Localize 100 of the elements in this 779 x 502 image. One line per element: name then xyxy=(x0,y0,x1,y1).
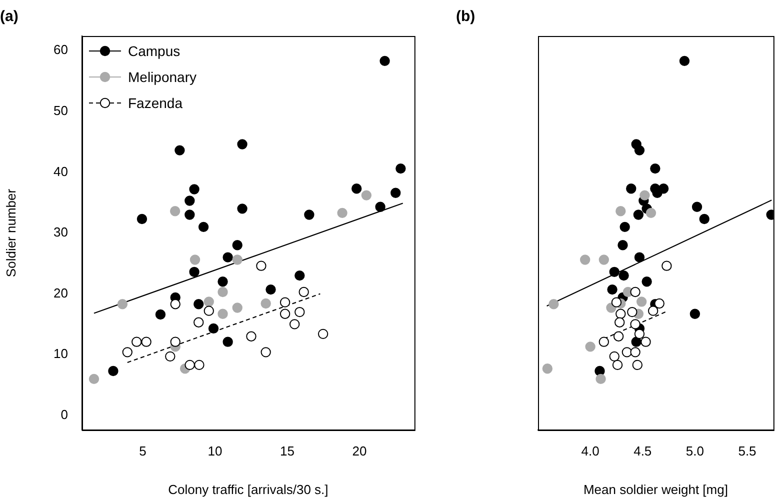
point xyxy=(174,145,185,156)
point xyxy=(108,366,118,376)
point xyxy=(218,308,228,319)
point xyxy=(237,204,248,214)
point xyxy=(280,308,290,319)
point xyxy=(237,139,248,150)
point xyxy=(232,240,242,250)
point xyxy=(634,145,645,156)
point xyxy=(218,276,228,287)
point xyxy=(155,309,166,320)
point xyxy=(609,266,620,278)
legend-label: Meliponary xyxy=(128,68,196,87)
x-tick-label: 10 xyxy=(208,443,222,458)
x-tick-label: 15 xyxy=(280,443,294,458)
point xyxy=(380,56,390,66)
point xyxy=(170,299,180,310)
point xyxy=(170,206,180,216)
y-tick-label: 50 xyxy=(54,102,68,118)
point xyxy=(618,270,629,281)
point xyxy=(222,252,233,262)
point xyxy=(189,184,200,194)
point xyxy=(654,298,664,309)
point xyxy=(232,302,242,313)
chart-title: (b) xyxy=(456,8,476,26)
point xyxy=(165,351,176,362)
point xyxy=(585,342,596,352)
point xyxy=(260,347,271,358)
x-tick-label: 5.5 xyxy=(738,443,756,458)
point xyxy=(190,254,200,265)
point xyxy=(184,210,195,220)
point xyxy=(548,299,559,310)
point xyxy=(598,254,610,265)
point xyxy=(294,270,305,281)
point xyxy=(189,266,200,278)
point xyxy=(662,260,672,271)
point xyxy=(256,260,266,271)
point xyxy=(218,286,228,298)
point xyxy=(609,351,620,362)
point xyxy=(204,296,214,307)
point xyxy=(679,56,690,66)
point xyxy=(361,190,372,200)
point xyxy=(375,202,386,212)
point xyxy=(204,306,214,316)
point xyxy=(648,306,658,316)
point xyxy=(260,298,271,309)
point xyxy=(699,214,710,224)
point xyxy=(132,336,142,347)
y-tick-label: 20 xyxy=(54,285,68,300)
point xyxy=(337,208,348,218)
point xyxy=(636,296,647,307)
x-tick-label: 5 xyxy=(139,443,146,458)
point xyxy=(630,319,640,330)
point xyxy=(184,360,195,370)
point xyxy=(640,190,650,200)
y-tick-label: 60 xyxy=(54,42,68,58)
point xyxy=(634,252,645,262)
point xyxy=(630,286,640,298)
point xyxy=(198,222,209,232)
point xyxy=(122,347,132,358)
legend-label: Fazenda xyxy=(128,94,182,113)
point xyxy=(692,202,702,212)
y-tick-label: 40 xyxy=(54,164,68,179)
y-axis-title: Soldier number xyxy=(3,188,18,278)
legend-label: Campus xyxy=(128,42,180,61)
point xyxy=(184,196,195,206)
point xyxy=(141,336,152,347)
point xyxy=(390,188,401,198)
x-tick-label: 5.0 xyxy=(686,443,704,458)
point xyxy=(646,208,656,218)
point xyxy=(632,360,642,370)
point xyxy=(616,206,626,216)
point xyxy=(640,336,651,347)
point xyxy=(650,163,660,174)
x-tick-label: 4.5 xyxy=(634,443,652,458)
y-tick-label: 30 xyxy=(54,224,68,240)
point xyxy=(626,184,636,194)
chart-title: (a) xyxy=(0,8,18,26)
point xyxy=(232,254,242,265)
point xyxy=(351,184,362,194)
point xyxy=(607,284,618,295)
point xyxy=(170,336,180,347)
point xyxy=(117,299,128,310)
point xyxy=(611,297,622,308)
point xyxy=(194,360,204,370)
y-tick-label: 10 xyxy=(54,346,68,362)
point xyxy=(194,299,204,310)
point xyxy=(246,331,256,342)
point xyxy=(627,306,638,318)
point xyxy=(396,163,406,174)
x-tick-label: 20 xyxy=(352,443,367,458)
y-tick-label: 0 xyxy=(60,406,68,422)
point xyxy=(294,306,305,318)
point xyxy=(630,347,640,358)
point xyxy=(618,240,628,250)
point xyxy=(633,210,644,220)
point xyxy=(222,336,233,347)
point xyxy=(136,214,148,224)
point xyxy=(88,374,100,384)
point xyxy=(580,254,590,265)
point xyxy=(298,286,309,298)
